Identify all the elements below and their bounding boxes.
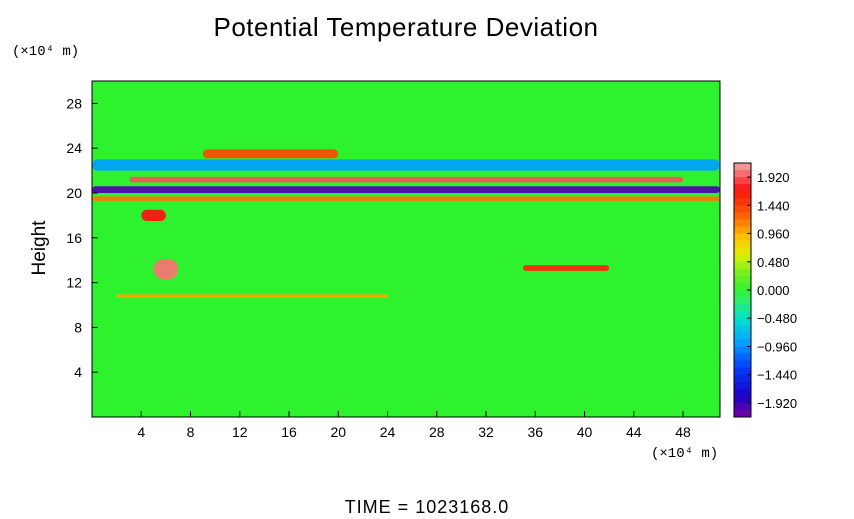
colorbar-segment: [734, 346, 751, 354]
colorbar-segment: [734, 297, 751, 305]
colorbar-segment: [734, 233, 751, 242]
colorbar-segment: [734, 212, 751, 220]
colorbar-segment: [734, 261, 751, 270]
y-tick-label: 8: [74, 319, 82, 335]
colorbar-label: −0.960: [757, 339, 797, 354]
colorbar-segment: [734, 205, 751, 213]
colorbar-segment: [734, 395, 751, 404]
colorbar-segment: [734, 339, 751, 347]
colorbar-segment: [734, 219, 751, 227]
colorbar-segment: [734, 254, 751, 263]
colorbar-segment: [734, 226, 751, 235]
colorbar-segment: [734, 353, 751, 362]
colorbar-segment: [734, 388, 751, 397]
colorbar-segment: [734, 409, 751, 418]
y-tick-label: 16: [66, 230, 82, 246]
colorbar-segment: [734, 381, 751, 390]
colorbar-label: 1.920: [757, 170, 790, 185]
chart-title: Potential Temperature Deviation: [213, 12, 599, 42]
colorbar-segment: [734, 163, 751, 171]
field-feature: [522, 265, 610, 271]
field-feature: [153, 259, 179, 280]
colorbar-segment: [734, 311, 751, 319]
colorbar-segment: [734, 402, 751, 411]
x-tick-label: 36: [528, 424, 544, 440]
colorbar-segment: [734, 268, 751, 277]
x-tick-label: 12: [232, 424, 248, 440]
y-tick-label: 20: [66, 185, 82, 201]
colorbar-label: 0.000: [757, 283, 790, 298]
colorbar-segment: [734, 170, 751, 178]
colorbar-segment: [734, 332, 751, 340]
field-feature: [141, 209, 166, 221]
colorbar-segment: [734, 247, 751, 256]
y-tick-label: 4: [74, 364, 82, 380]
colorbar-segment: [734, 184, 751, 192]
field-feature: [116, 294, 388, 298]
x-tick-label: 28: [429, 424, 445, 440]
x-tick-label: 32: [478, 424, 494, 440]
field-feature: [92, 159, 720, 171]
x-tick-label: 44: [626, 424, 642, 440]
colorbar-segment: [734, 325, 751, 333]
field-feature: [128, 176, 684, 183]
x-tick-label: 4: [137, 424, 145, 440]
colorbar-segment: [734, 177, 751, 185]
colorbar-label: 1.440: [757, 198, 790, 213]
colorbar-segment: [734, 198, 751, 206]
colorbar-segment: [734, 275, 751, 284]
x-axis: 4 8 12 16 20 24 28 32 36 40 44 48: [137, 411, 691, 440]
colorbar-segment: [734, 191, 751, 199]
y-axis-unit: (×10⁴ m): [12, 44, 80, 60]
x-tick-label: 8: [187, 424, 195, 440]
y-axis: 4 8 12 16 20 24 28: [66, 95, 98, 380]
field-feature: [202, 149, 339, 159]
colorbar-segment: [734, 282, 751, 291]
y-tick-label: 12: [66, 275, 82, 291]
colorbar-label: 0.480: [757, 255, 790, 270]
colorbar-label: −1.920: [757, 396, 797, 411]
plot-frame: [91, 80, 721, 418]
colorbar-segment: [734, 304, 751, 312]
colorbar-label: −1.440: [757, 368, 797, 383]
colorbar-label: 0.960: [757, 227, 790, 242]
field-feature: [92, 196, 720, 201]
colorbar-segment: [734, 360, 751, 369]
field-feature: [92, 186, 720, 193]
x-tick-label: 40: [577, 424, 593, 440]
x-tick-label: 24: [380, 424, 396, 440]
colorbar-segment: [734, 240, 751, 249]
colorbar-segment: [734, 367, 751, 376]
field-background: [92, 81, 720, 417]
y-tick-label: 24: [66, 140, 82, 156]
heatmap-field: [92, 81, 720, 417]
colorbar-segment: [734, 290, 751, 298]
colorbar-segment: [734, 318, 751, 326]
colorbar-label: −0.480: [757, 311, 797, 326]
x-tick-label: 16: [281, 424, 297, 440]
x-tick-label: 20: [330, 424, 346, 440]
time-readout: TIME = 1023168.0: [344, 497, 510, 517]
x-tick-label: 48: [675, 424, 691, 440]
x-axis-unit: (×10⁴ m): [651, 446, 719, 462]
y-tick-label: 28: [66, 95, 82, 111]
colorbar-segment: [734, 374, 751, 383]
colorbar: 1.920 1.440 0.960 0.480 0.000 −0.480 −0.960 −1.…: [733, 162, 797, 418]
